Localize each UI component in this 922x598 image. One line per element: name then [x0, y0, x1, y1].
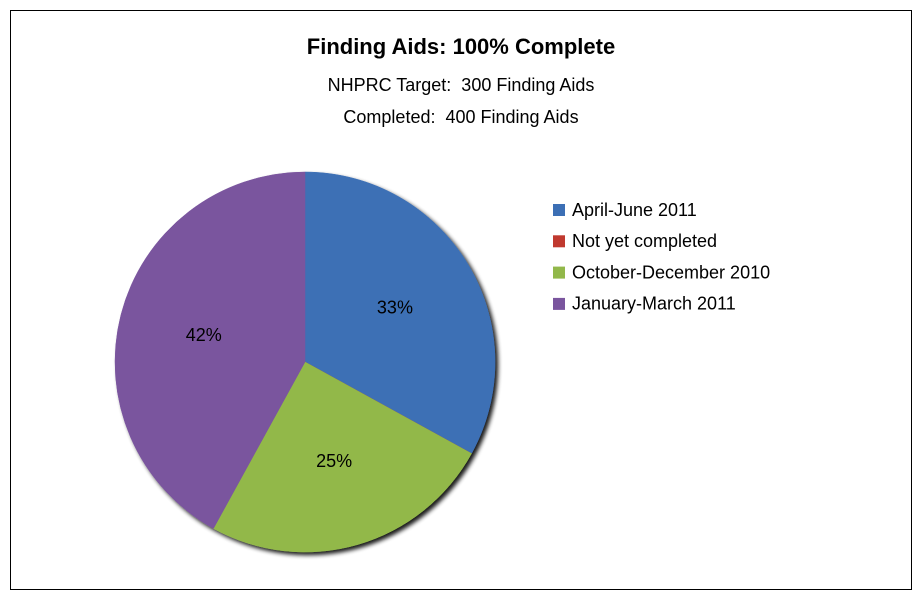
legend-label: April-June 2011: [572, 200, 697, 220]
legend-label: Not yet completed: [572, 231, 717, 251]
pie-slice: [304, 171, 496, 454]
legend-swatch: [553, 266, 565, 279]
chart-title: Finding Aids: 100% Complete: [307, 34, 615, 59]
legend-label: January-March 2011: [572, 294, 736, 314]
legend-swatch: [553, 297, 565, 310]
pie: [114, 171, 496, 553]
data-label: 42%: [186, 325, 222, 345]
pie-slice: [114, 171, 306, 529]
chart-subtitle: Completed: 400 Finding Aids: [343, 107, 578, 127]
data-label: 33%: [377, 298, 413, 318]
legend-swatch: [553, 204, 565, 216]
legend-label: October-December 2010: [572, 262, 770, 282]
data-label: 25%: [316, 451, 352, 471]
legend-swatch: [553, 235, 565, 248]
pie-slice: [213, 361, 472, 553]
chart-subtitle: NHPRC Target: 300 Finding Aids: [328, 75, 595, 95]
